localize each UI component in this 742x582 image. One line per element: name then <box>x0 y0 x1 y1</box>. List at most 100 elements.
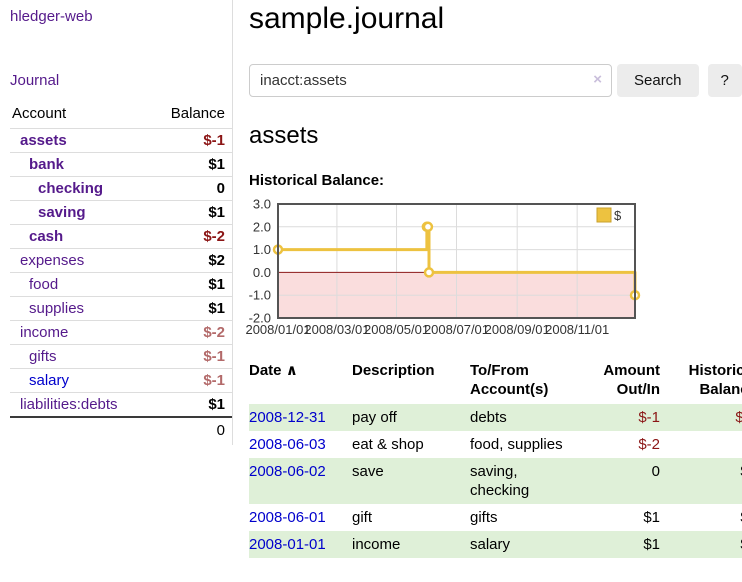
register-header-row: Date ∧ Description To/From Account(s) Am… <box>249 359 742 404</box>
sidebar-account-link[interactable]: income <box>20 324 69 341</box>
sidebar-account-link[interactable]: assets <box>20 132 67 149</box>
sidebar: hledger-web Journal Account Balance asse… <box>0 0 233 445</box>
transaction-date-link[interactable]: 2008-06-03 <box>249 436 326 453</box>
account-balance: $-1 <box>203 348 225 365</box>
historical-balance-chart[interactable]: $3.0 2.0 1.0 0.0 -1.0 -2.0 2008/01/01 2008/03/0… <box>245 197 742 339</box>
account-balance: $-2 <box>203 324 225 341</box>
transaction-accounts: gifts <box>470 509 498 526</box>
x-axis-tick-label: 2008/01/01 <box>245 322 310 337</box>
account-row: supplies $1 <box>10 296 232 321</box>
accounts-table: Account Balance assets $-1 bank $1 checking 0… <box>10 102 232 443</box>
account-row: cash $-2 <box>10 224 232 249</box>
main-content: sample.journal × Search ? assets Histori… <box>233 0 742 558</box>
account-balance: $1 <box>208 300 225 317</box>
transaction-amount: $-1 <box>638 409 660 426</box>
transaction-date-link[interactable]: 2008-01-01 <box>249 536 326 553</box>
sort-ascending-icon: ∧ <box>285 362 298 379</box>
search-box: × <box>249 64 612 97</box>
chart-title: Historical Balance: <box>249 172 385 189</box>
transaction-balance: $1 <box>662 531 742 558</box>
transaction-date-link[interactable]: 2008-06-01 <box>249 509 326 526</box>
sidebar-account-link[interactable]: bank <box>29 156 65 173</box>
data-point-marker[interactable] <box>422 221 434 233</box>
transaction-row: 2008-01-01 income salary $1$1 <box>249 531 742 558</box>
sidebar-account-link[interactable]: gifts <box>29 348 57 365</box>
sidebar-account-link[interactable]: salary <box>29 372 70 389</box>
y-axis-tick-label: -1.0 <box>249 288 271 303</box>
account-row: salary $-1 <box>10 368 232 393</box>
transaction-accounts: salary <box>470 536 511 553</box>
account-balance: $-1 <box>203 372 225 389</box>
y-axis-tick-label: 2.0 <box>253 219 271 234</box>
sidebar-account-link[interactable]: saving <box>38 204 86 221</box>
sidebar-account-link[interactable]: expenses <box>20 252 85 269</box>
y-axis-tick-label: 3.0 <box>253 197 271 212</box>
transaction-accounts: debts <box>470 409 507 426</box>
register-header-accounts: To/From Account(s) <box>470 362 549 398</box>
date-header-label: Date <box>249 362 282 379</box>
help-button[interactable]: ? <box>707 64 742 97</box>
transaction-balance: $-1 <box>735 409 742 426</box>
account-row: saving $1 <box>10 200 232 225</box>
y-axis-tick-label: 0.0 <box>253 265 271 280</box>
clear-search-icon[interactable]: × <box>593 71 602 88</box>
account-balance: $1 <box>208 204 225 221</box>
accounts-header-balance: Balance <box>170 105 225 122</box>
account-row: liabilities:debts $1 <box>10 392 232 418</box>
transaction-description: gift <box>352 509 373 526</box>
sidebar-account-link[interactable]: liabilities:debts <box>20 396 118 413</box>
transaction-description: income <box>352 536 401 553</box>
register-header-amount: Amount Out/In <box>603 362 660 398</box>
account-heading: assets <box>249 122 319 149</box>
transaction-row: 2008-06-01 gift gifts $1$2 <box>249 504 742 531</box>
search-button[interactable]: Search <box>617 64 699 97</box>
x-axis-tick-label: 2008/11/01 <box>545 322 609 337</box>
register-header-balance: Historical Balance <box>688 362 742 398</box>
transaction-amount: $1 <box>643 536 660 553</box>
transaction-row: 2008-06-02 save saving, checking 0$2 <box>249 458 742 504</box>
search-input[interactable] <box>249 64 612 97</box>
transaction-accounts: saving, checking <box>470 463 530 499</box>
data-point-marker[interactable] <box>423 267 435 278</box>
transaction-date-link[interactable]: 2008-06-02 <box>249 463 326 480</box>
sidebar-account-link[interactable]: food <box>29 276 59 293</box>
account-balance: $2 <box>208 252 225 269</box>
legend-label: $ <box>614 208 622 223</box>
account-balance: $1 <box>208 156 225 173</box>
account-row: checking 0 <box>10 176 232 201</box>
transaction-date-link[interactable]: 2008-12-31 <box>249 409 326 426</box>
transaction-balance: 0 <box>662 431 742 458</box>
transaction-accounts: food, supplies <box>470 436 563 453</box>
sidebar-item-journal[interactable]: Journal <box>10 72 60 89</box>
page-title: sample.journal <box>249 2 445 35</box>
account-row: bank $1 <box>10 152 232 177</box>
sidebar-account-link[interactable]: supplies <box>29 300 85 317</box>
account-row: gifts $-1 <box>10 344 232 369</box>
account-balance: $1 <box>208 276 225 293</box>
legend-swatch <box>596 207 612 223</box>
register-header-date[interactable]: Date ∧ <box>249 359 352 404</box>
plot-border <box>277 203 636 319</box>
x-axis-tick-label: 2008/05/01 <box>364 322 429 337</box>
register-table: Date ∧ Description To/From Account(s) Am… <box>249 359 742 558</box>
app-title-link[interactable]: hledger-web <box>10 8 93 25</box>
account-balance: $-2 <box>203 228 225 245</box>
transaction-amount: 0 <box>651 463 660 480</box>
transaction-amount: $1 <box>643 509 660 526</box>
accounts-total-value: 0 <box>149 416 232 443</box>
chart-svg: $3.0 2.0 1.0 0.0 -1.0 -2.02008/01/012008/03/0… <box>245 197 641 337</box>
account-row: income $-2 <box>10 320 232 345</box>
account-row: assets $-1 <box>10 128 232 153</box>
x-axis-tick-label: 2008/03/01 <box>304 322 369 337</box>
transaction-balance: $2 <box>662 504 742 531</box>
account-balance: $-1 <box>203 132 225 149</box>
account-row: food $1 <box>10 272 232 297</box>
sidebar-account-link[interactable]: cash <box>29 228 64 245</box>
y-axis-tick-label: 1.0 <box>253 242 271 257</box>
transaction-description: pay off <box>352 409 397 426</box>
transaction-description: save <box>352 463 384 480</box>
transaction-row: 2008-06-03 eat & shop food, supplies $-20 <box>249 431 742 458</box>
sidebar-account-link[interactable]: checking <box>38 180 104 197</box>
search-form: × Search ? <box>249 64 742 97</box>
transaction-description: eat & shop <box>352 436 424 453</box>
